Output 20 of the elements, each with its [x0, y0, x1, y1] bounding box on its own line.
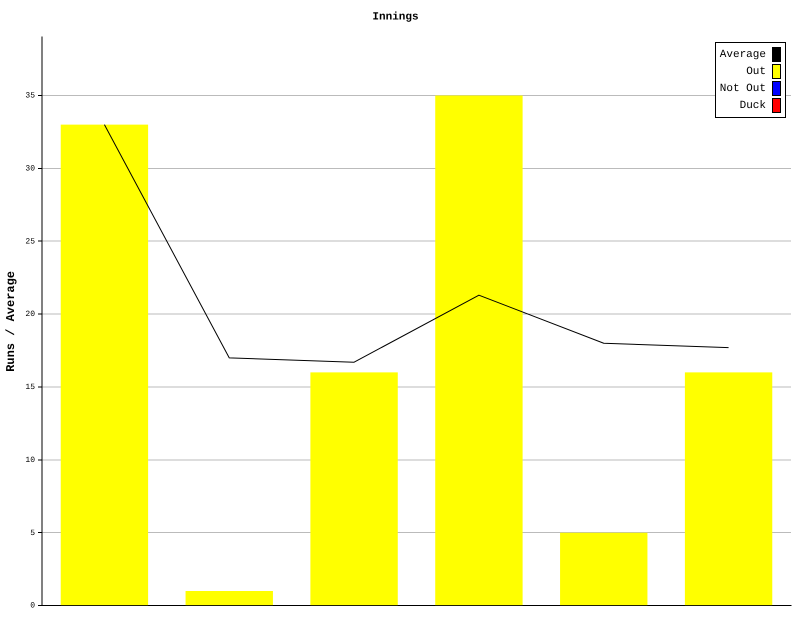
legend-label: Duck	[740, 100, 766, 112]
bar	[310, 372, 398, 606]
y-axis-title: Runs / Average	[4, 270, 18, 372]
bar	[60, 124, 148, 606]
bar	[186, 591, 273, 606]
bar	[560, 532, 648, 606]
y-tick-label: 0	[30, 602, 36, 611]
legend-label: Out	[746, 66, 766, 78]
legend-label: Not Out	[720, 82, 766, 95]
y-tick-label: 15	[25, 383, 36, 392]
legend-label: Average	[720, 48, 766, 61]
y-tick-label: 30	[25, 164, 36, 174]
y-tick-label: 20	[25, 310, 36, 320]
y-tick-label: 25	[25, 237, 36, 246]
y-tick-label: 5	[30, 528, 36, 538]
chart-title: Innings	[372, 11, 419, 24]
y-tick-label: 10	[25, 456, 36, 465]
y-tick-label: 35	[25, 92, 36, 101]
bar	[684, 372, 772, 606]
bar	[435, 96, 523, 606]
